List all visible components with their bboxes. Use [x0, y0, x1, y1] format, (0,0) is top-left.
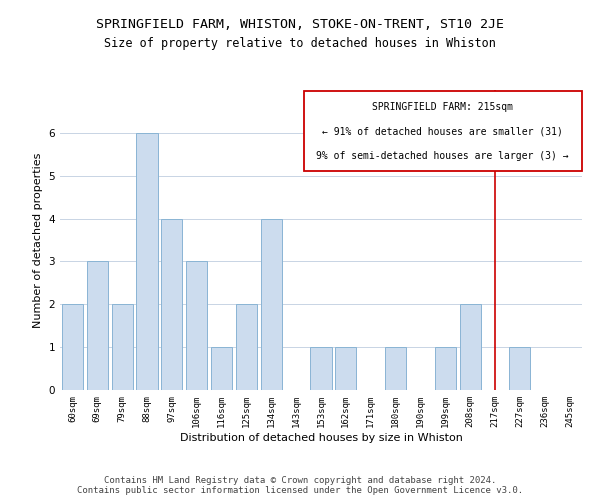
Bar: [161, 218, 182, 390]
Bar: [112, 304, 133, 390]
Bar: [385, 347, 406, 390]
Bar: [509, 347, 530, 390]
Text: 9% of semi-detached houses are larger (3) →: 9% of semi-detached houses are larger (3…: [316, 152, 569, 162]
Text: SPRINGFIELD FARM: 215sqm: SPRINGFIELD FARM: 215sqm: [372, 102, 513, 112]
Bar: [211, 347, 232, 390]
Bar: [186, 262, 207, 390]
FancyBboxPatch shape: [304, 91, 581, 172]
Bar: [435, 347, 456, 390]
Bar: [310, 347, 332, 390]
Text: ← 91% of detached houses are smaller (31): ← 91% of detached houses are smaller (31…: [322, 126, 563, 136]
Text: Size of property relative to detached houses in Whiston: Size of property relative to detached ho…: [104, 38, 496, 51]
Bar: [136, 133, 158, 390]
Text: SPRINGFIELD FARM, WHISTON, STOKE-ON-TRENT, ST10 2JE: SPRINGFIELD FARM, WHISTON, STOKE-ON-TREN…: [96, 18, 504, 30]
Text: Contains HM Land Registry data © Crown copyright and database right 2024.
Contai: Contains HM Land Registry data © Crown c…: [77, 476, 523, 495]
X-axis label: Distribution of detached houses by size in Whiston: Distribution of detached houses by size …: [179, 432, 463, 442]
Bar: [460, 304, 481, 390]
Bar: [62, 304, 83, 390]
Bar: [236, 304, 257, 390]
Bar: [87, 262, 108, 390]
Bar: [261, 218, 282, 390]
Bar: [335, 347, 356, 390]
Y-axis label: Number of detached properties: Number of detached properties: [33, 152, 43, 328]
